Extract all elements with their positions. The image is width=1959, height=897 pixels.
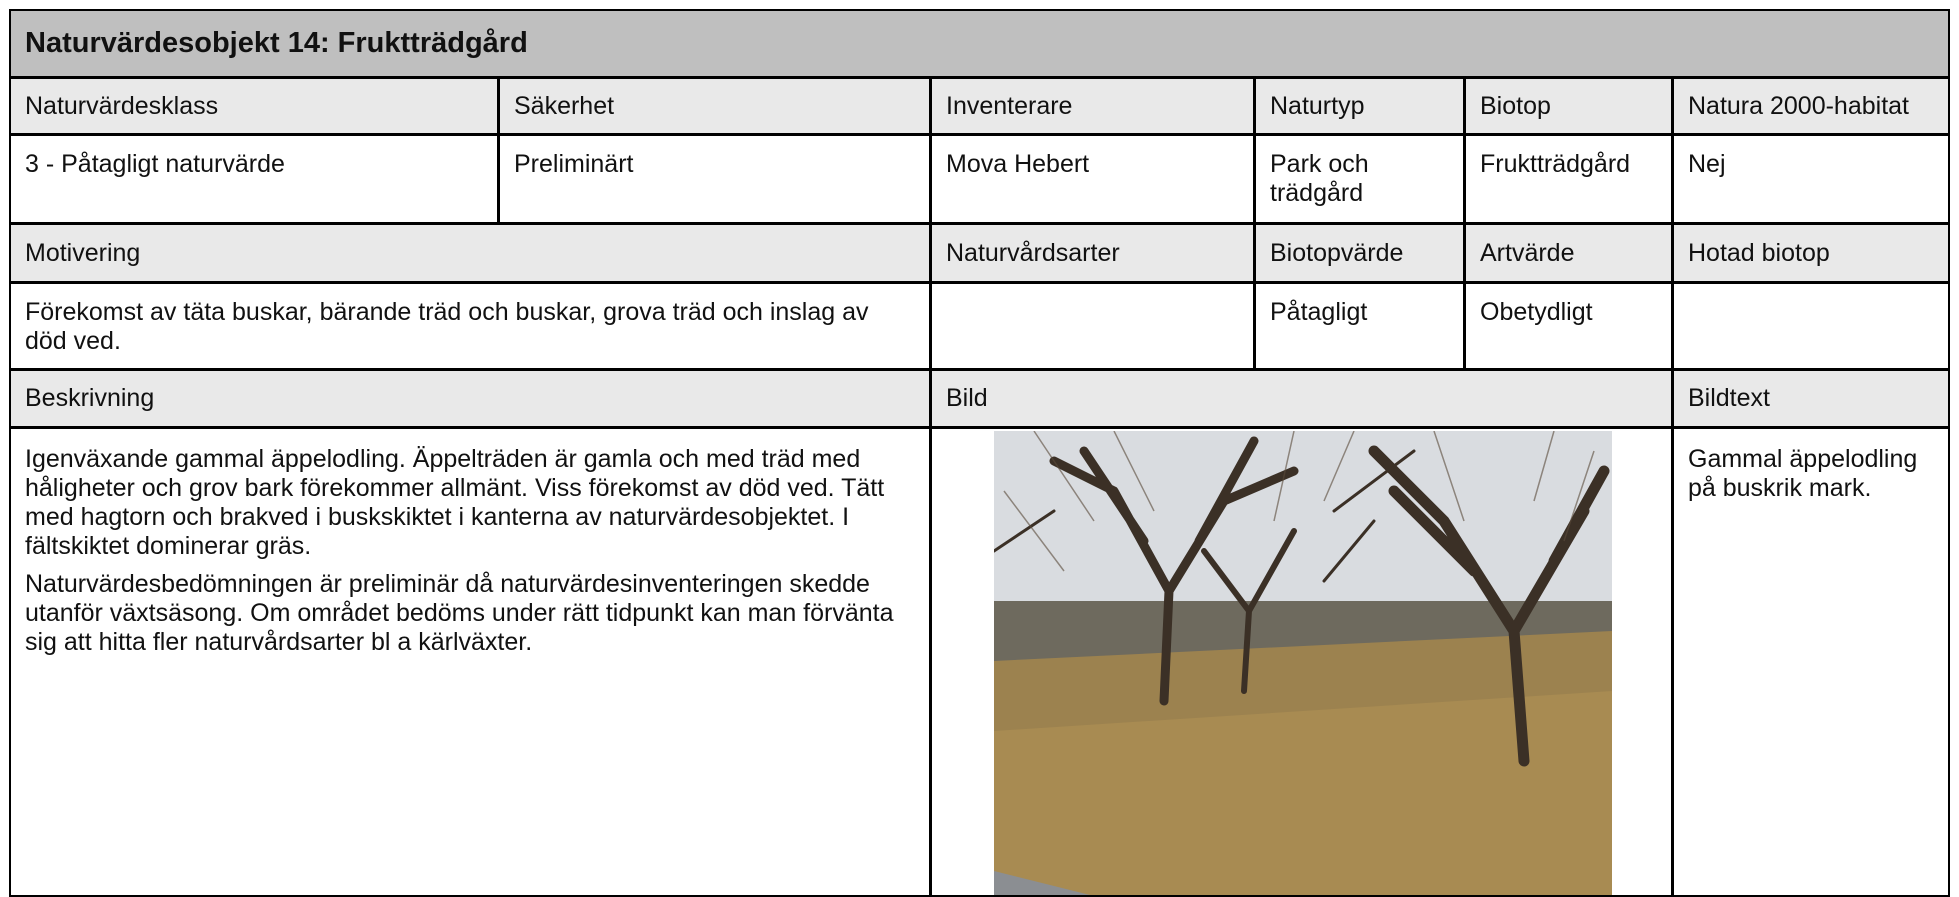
header-cell: Inventerare [930,77,1255,135]
title: Naturvärdesobjekt 14: Fruktträdgård [9,9,1950,78]
header-cell: Motivering [9,223,931,283]
value-cell: Nej [1672,134,1950,224]
header-cell: Naturvårdsarter [930,223,1255,283]
value-cell: Mova Hebert [930,134,1255,224]
value-cell: Påtagligt [1254,282,1465,370]
value-cell [1672,282,1950,370]
header-cell: Hotad biotop [1672,223,1950,283]
value-cell: Förekomst av täta buskar, bärande träd o… [9,282,931,370]
header-cell: Biotop [1464,77,1673,135]
header-cell: Natura 2000-habitat [1672,77,1950,135]
photo [994,431,1612,895]
header-cell: Naturvärdesklass [9,77,499,135]
image-cell [930,427,1673,897]
description-cell: Igenväxande gammal äppelodling. Äppelträ… [9,427,931,897]
paragraph: Naturvärdesbedömningen är preliminär då … [25,570,894,656]
header-cell: Biotopvärde [1254,223,1465,283]
header-cell: Bildtext [1672,369,1950,428]
header-cell: Artvärde [1464,223,1673,283]
header-cell: Säkerhet [498,77,931,135]
header-cell: Naturtyp [1254,77,1465,135]
header-cell: Beskrivning [9,369,931,428]
value-cell: Fruktträdgård [1464,134,1673,224]
value-cell: Obetydligt [1464,282,1673,370]
value-cell: 3 - Påtagligt naturvärde [9,134,499,224]
value-cell: Park och trädgård [1254,134,1465,224]
value-cell: Preliminärt [498,134,931,224]
header-cell: Bild [930,369,1673,428]
value-cell [930,282,1255,370]
caption-cell: Gammal äppelodling på buskrik mark. [1672,427,1950,897]
paragraph: Igenväxande gammal äppelodling. Äppelträ… [25,445,885,560]
